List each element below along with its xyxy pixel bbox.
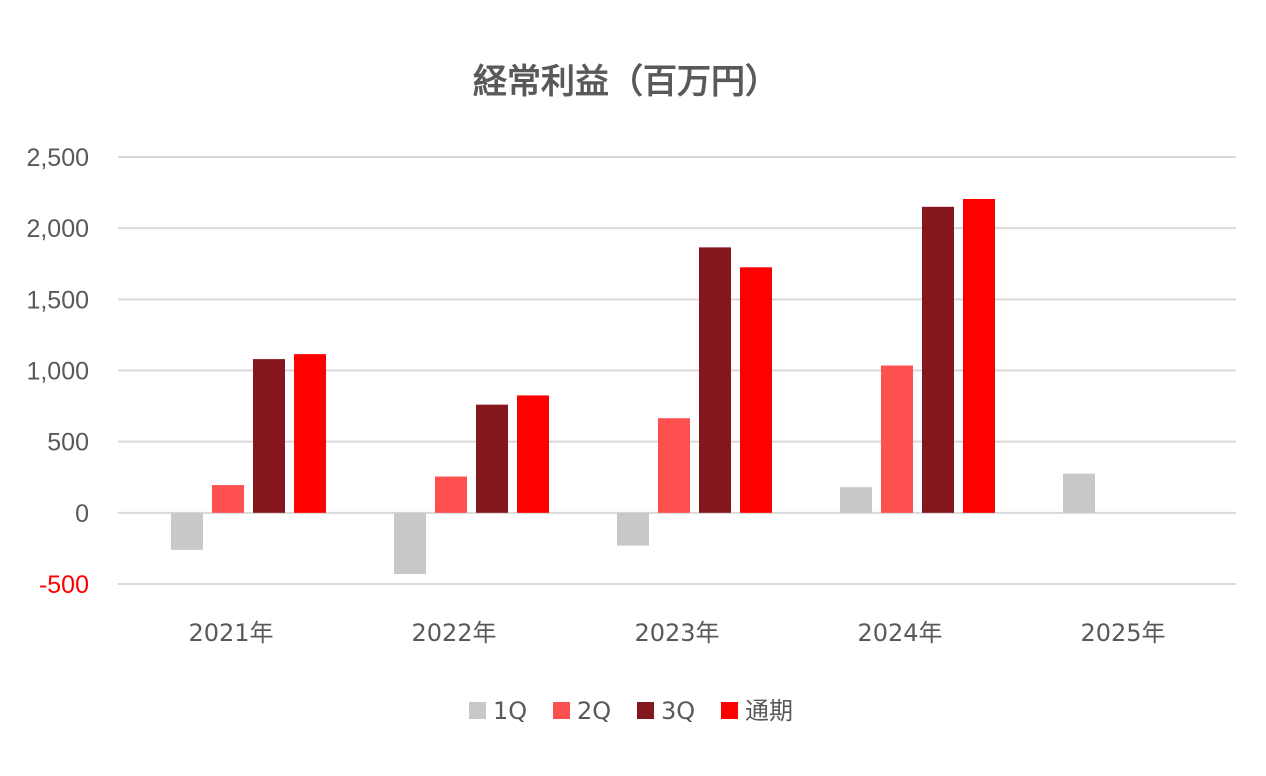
x-tick-label: 2023年 xyxy=(634,619,719,647)
bar-2Q-2021年 xyxy=(212,485,244,513)
x-tick-label: 2024年 xyxy=(857,619,942,647)
x-tick-label: 2022年 xyxy=(411,619,496,647)
legend-label: 1Q xyxy=(493,697,527,725)
x-tick-label: 2025年 xyxy=(1080,619,1165,647)
bar-通期-2022年 xyxy=(517,395,549,513)
bar-1Q-2023年 xyxy=(617,512,649,546)
bar-通期-2023年 xyxy=(740,267,772,513)
y-tick-label: 1,000 xyxy=(26,358,89,386)
y-tick-label: 0 xyxy=(75,500,89,528)
x-tick-label: 2021年 xyxy=(188,619,273,647)
bar-3Q-2022年 xyxy=(476,404,508,513)
y-tick-label: 1,500 xyxy=(26,286,89,314)
bar-1Q-2021年 xyxy=(171,512,203,550)
y-tick-label: -500 xyxy=(39,571,89,599)
bar-3Q-2023年 xyxy=(699,247,731,513)
bar-1Q-2025年 xyxy=(1063,473,1095,513)
y-axis-ticks: 2,500 2,000 1,500 1,000 500 0 -500 xyxy=(26,144,89,599)
legend: 1Q 2Q 3Q 通期 xyxy=(469,697,793,725)
bar-2Q-2024年 xyxy=(881,365,913,513)
bar-1Q-2024年 xyxy=(840,487,872,513)
legend-swatch xyxy=(469,702,486,719)
legend-swatch xyxy=(553,702,570,719)
bar-3Q-2024年 xyxy=(922,206,954,513)
x-axis-labels: 2021年 2022年 2023年 2024年 2025年 xyxy=(188,619,1165,647)
bar-2Q-2022年 xyxy=(435,476,467,513)
y-tick-label: 2,500 xyxy=(26,144,89,172)
legend-swatch xyxy=(637,702,654,719)
chart-title: 経常利益（百万円） xyxy=(473,62,779,102)
bars xyxy=(171,198,1095,575)
y-tick-label: 2,000 xyxy=(26,215,89,243)
y-tick-label: 500 xyxy=(47,429,89,457)
gridlines xyxy=(118,156,1236,585)
bar-通期-2024年 xyxy=(963,198,995,513)
bar-3Q-2021年 xyxy=(253,359,285,513)
legend-label: 3Q xyxy=(661,697,695,725)
bar-通期-2021年 xyxy=(294,354,326,513)
legend-label: 2Q xyxy=(577,697,611,725)
legend-label: 通期 xyxy=(745,697,793,725)
legend-swatch xyxy=(721,702,738,719)
bar-2Q-2023年 xyxy=(658,418,690,513)
bar-1Q-2022年 xyxy=(394,512,426,575)
